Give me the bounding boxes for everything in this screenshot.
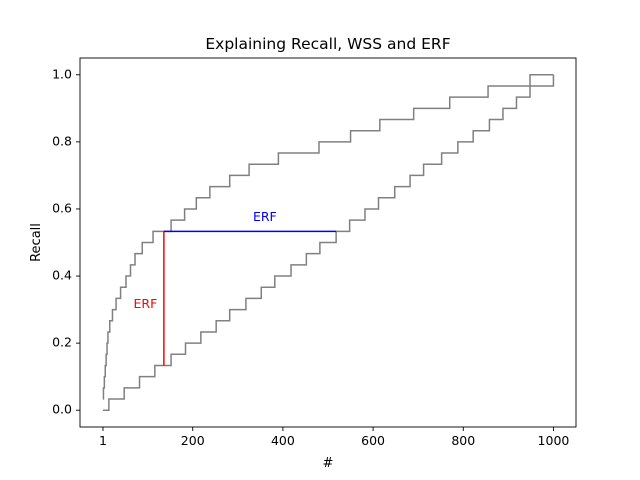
x-axis-label: # bbox=[323, 456, 334, 471]
x-tick-label: 400 bbox=[271, 433, 295, 448]
y-tick-label: 0.4 bbox=[52, 268, 72, 283]
series-line-2 bbox=[103, 74, 555, 411]
y-axis-label: Recall bbox=[29, 223, 44, 262]
x-tick-label: 600 bbox=[361, 433, 385, 448]
chart-title: Explaining Recall, WSS and ERF bbox=[205, 35, 450, 53]
plot-area: ERF ERF bbox=[102, 74, 555, 411]
x-tick-label: 800 bbox=[451, 433, 475, 448]
series-line-1 bbox=[102, 74, 554, 400]
axes-frame bbox=[79, 57, 577, 428]
x-axis: 1 200 400 600 800 1000 bbox=[99, 427, 569, 448]
y-tick-label: 0.6 bbox=[52, 200, 72, 215]
y-tick-label: 0.0 bbox=[52, 402, 72, 417]
y-tick-label: 1.0 bbox=[52, 66, 72, 81]
erf-label-2: ERF bbox=[253, 209, 277, 224]
x-tick-label: 1000 bbox=[538, 433, 570, 448]
y-tick-label: 0.8 bbox=[52, 133, 72, 148]
x-tick-label: 200 bbox=[181, 433, 205, 448]
x-tick-label: 1 bbox=[99, 433, 107, 448]
erf-label-1: ERF bbox=[133, 296, 157, 311]
y-axis: 0.0 0.2 0.4 0.6 0.8 1.0 bbox=[52, 66, 80, 417]
y-tick-label: 0.2 bbox=[52, 335, 72, 350]
